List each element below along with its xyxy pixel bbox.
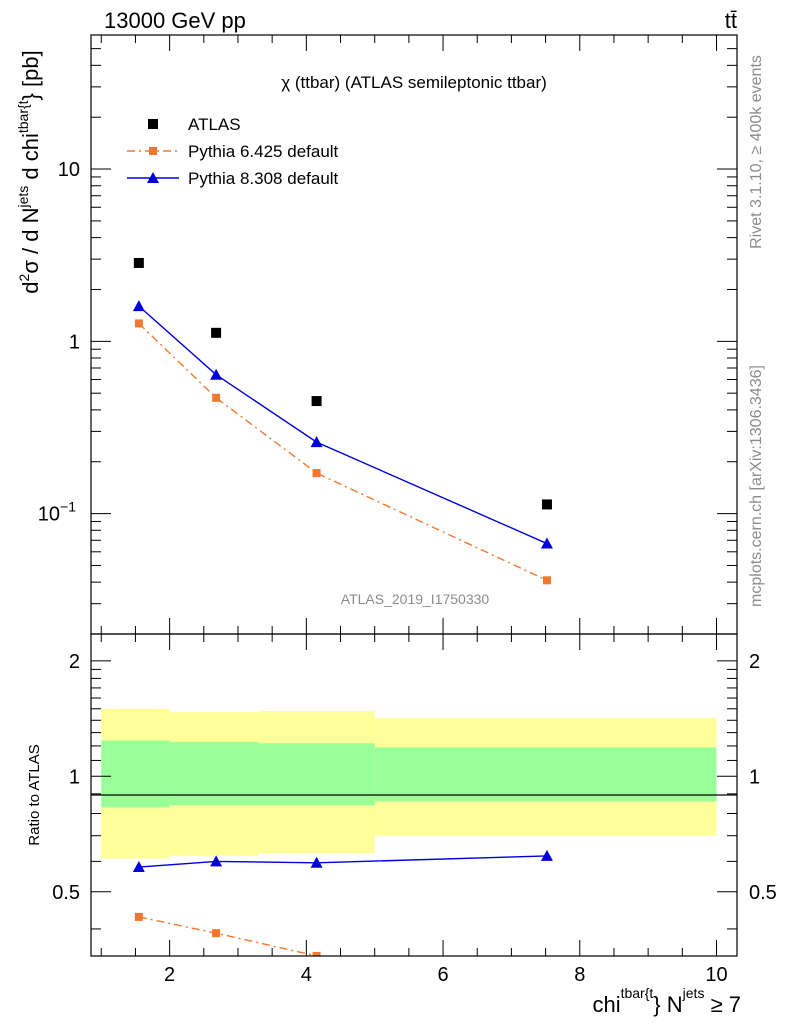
ratio-data-point	[132, 861, 145, 873]
legend-label: Pythia 6.425 default	[188, 142, 339, 161]
ratio-data-point	[210, 855, 223, 867]
data-point	[312, 469, 321, 478]
ratio-band-inner	[374, 747, 717, 802]
legend-label: ATLAS	[188, 115, 241, 134]
mcplots-label: mcplots.cern.ch [arXiv:1306.3436]	[748, 365, 765, 607]
x-tick-label: 10	[705, 964, 727, 986]
process-label: tt̄	[725, 8, 737, 33]
rivet-label: Rivet 3.1.10, ≥ 400k events	[748, 55, 765, 249]
ratio-y-tick-label-right: 2	[749, 651, 760, 673]
legend-marker	[148, 119, 158, 129]
ratio-y-tick-label: 1	[69, 766, 80, 788]
legend-entry: ATLAS	[148, 115, 241, 134]
series-pythia-8-308-default	[132, 300, 553, 549]
data-point	[211, 327, 222, 338]
ratio-band-inner	[169, 741, 259, 806]
ratio-data-point	[212, 929, 221, 938]
analysis-tag: ATLAS_2019_I1750330	[341, 591, 490, 607]
legend-entry: Pythia 6.425 default	[127, 142, 339, 161]
ratio-series-line	[138, 916, 325, 956]
legend: ATLAS Pythia 6.425 default Pythia 8.308 de…	[127, 115, 339, 188]
ratio-series-pythia-6-425-default	[134, 912, 551, 981]
y-tick-label: 10	[58, 159, 80, 181]
ratio-band-inner	[101, 740, 170, 808]
x-tick-label: 6	[437, 964, 448, 986]
series-line	[138, 322, 548, 581]
y-tick-label: 10−1	[38, 499, 76, 526]
data-point	[134, 319, 143, 328]
y-tick-exponent: −1	[60, 499, 76, 515]
ratio-series-line	[138, 855, 547, 868]
ratio-axis-ticks: 2 4 6 8 10 2 2 1 1 0.5 0.5	[52, 634, 777, 986]
ratio-data-point	[310, 856, 323, 868]
legend-marker	[149, 147, 157, 155]
ratio-data-point	[312, 952, 321, 956]
data-point	[540, 537, 553, 549]
ratio-uncertainty-bands	[101, 708, 717, 859]
x-axis-label: chitbar{t} Njets ≥ 7	[592, 985, 741, 1017]
ratio-band-inner	[258, 743, 375, 806]
data-point	[210, 368, 223, 380]
main-y-axis-label: d2σ / d Njets d chitbar{t} [pb]	[15, 50, 43, 293]
legend-marker	[147, 172, 159, 183]
series-line	[138, 305, 548, 545]
legend-entry: Pythia 8.308 default	[127, 169, 339, 188]
series-atlas	[133, 257, 552, 510]
ratio-data-point	[134, 912, 143, 921]
ratio-y-tick-label-right: 0.5	[749, 882, 777, 904]
ratio-y-tick-label-right: 1	[749, 766, 760, 788]
plot-title: χ (ttbar) (ATLAS semileptonic ttbar)	[281, 73, 547, 92]
data-point	[133, 257, 144, 268]
y-tick-label: 1	[69, 331, 80, 353]
ratio-y-tick-label: 2	[69, 651, 80, 673]
x-tick-label: 4	[301, 964, 312, 986]
data-point	[310, 436, 323, 448]
data-point	[311, 396, 322, 407]
ratio-plot-frame	[90, 633, 738, 957]
main-data-series	[132, 257, 553, 585]
data-point	[541, 499, 552, 510]
ratio-data-series	[132, 849, 553, 981]
ratio-data-point	[543, 973, 551, 981]
data-point	[132, 300, 145, 312]
y-tick-base: 10	[38, 504, 60, 526]
ratio-y-axis-label: Ratio to ATLAS	[26, 744, 43, 845]
data-point	[542, 576, 551, 585]
ratio-data-point	[540, 849, 553, 861]
ratio-y-tick-label: 0.5	[52, 882, 80, 904]
ratio-series-pythia-8-308-default	[132, 849, 553, 873]
data-point	[212, 393, 221, 402]
x-tick-label: 2	[164, 964, 175, 986]
energy-label: 13000 GeV pp	[104, 8, 246, 33]
legend-label: Pythia 8.308 default	[188, 169, 339, 188]
series-pythia-6-425-default	[134, 319, 551, 585]
x-tick-label: 8	[574, 964, 585, 986]
